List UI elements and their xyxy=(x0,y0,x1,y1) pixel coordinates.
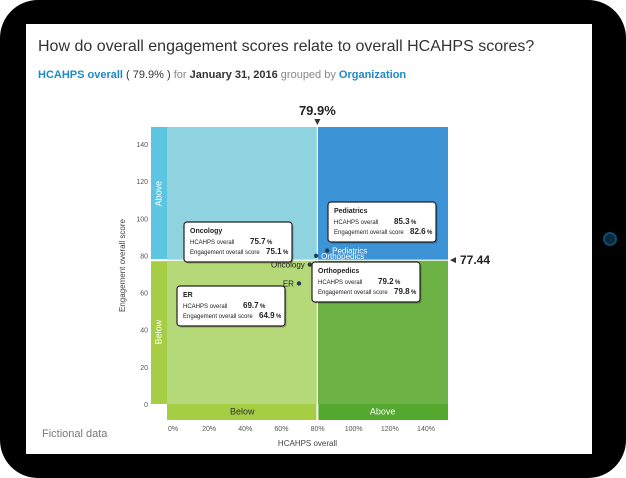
point-label-oncology: Oncology xyxy=(271,261,305,270)
screen: How do overall engagement scores relate … xyxy=(26,24,592,454)
x-tick-label: 60% xyxy=(274,426,288,433)
tooltip-y-value-pediatrics: 82.6 xyxy=(410,227,426,236)
x-tick-label: 100% xyxy=(345,426,363,433)
point-label-pediatrics: Pediatrics xyxy=(332,247,367,256)
tooltip-y-label-er: Engagement overall score xyxy=(183,314,253,320)
y-tick-label: 40 xyxy=(140,328,148,335)
home-button[interactable] xyxy=(603,232,617,246)
tooltip-x-label-er: HCAHPS overall xyxy=(183,304,227,310)
x-threshold-marker xyxy=(314,119,321,125)
band-below-left xyxy=(151,261,167,404)
tooltip-y-value-orthopedics: 79.8 xyxy=(394,287,410,296)
fictional-data-note: Fictional data xyxy=(42,428,108,440)
tooltip-x-unit-orthopedics: % xyxy=(395,280,401,286)
tooltip-x-label-oncology: HCAHPS overall xyxy=(190,240,234,246)
tooltip-y-value-er: 64.9 xyxy=(259,311,275,320)
tooltip-x-value-orthopedics: 79.2 xyxy=(378,277,394,286)
tooltip-y-unit-oncology: % xyxy=(283,250,289,256)
y-tick-label: 20 xyxy=(140,365,148,372)
group-link[interactable]: Organization xyxy=(338,69,407,81)
metric-link[interactable]: HCAHPS overall xyxy=(38,69,123,81)
grouped-by-text: grouped by xyxy=(280,69,336,81)
tooltip-title-oncology: Oncology xyxy=(190,228,222,235)
point-label-orthopedics: Orthopedics xyxy=(321,252,364,261)
point-er xyxy=(296,281,302,286)
y-axis-label: Engagement overall score xyxy=(118,218,127,311)
tooltip-oncology xyxy=(183,221,293,263)
x-tick-label: 0% xyxy=(168,426,178,433)
tooltip-orthopedics xyxy=(311,261,421,303)
band-above-bottom xyxy=(318,404,448,420)
tooltip-y-label-orthopedics: Engagement overall score xyxy=(318,290,388,296)
y-tick-label: 120 xyxy=(136,179,148,186)
band-label-below-bottom: Below xyxy=(230,407,255,417)
y-threshold-label: 77.44 xyxy=(460,253,490,267)
band-label-below-left: Below xyxy=(153,319,163,344)
tooltip-y-label-pediatrics: Engagement overall score xyxy=(334,230,404,236)
x-tick-label: 140% xyxy=(417,426,435,433)
tooltip-y-unit-pediatrics: % xyxy=(427,230,433,236)
tooltip-title-er: ER xyxy=(183,292,193,299)
tooltip-x-label-orthopedics: HCAHPS overall xyxy=(318,280,362,286)
y-tick-label: 60 xyxy=(140,291,148,298)
tooltip-x-label-pediatrics: HCAHPS overall xyxy=(334,220,378,226)
subtitle: HCAHPS overall ( 79.9% ) for January 31,… xyxy=(38,69,406,81)
tooltip-y-value-oncology: 75.1 xyxy=(266,247,282,256)
tooltip-x-value-oncology: 75.7 xyxy=(250,237,266,246)
date-value: January 31, 2016 xyxy=(189,69,278,81)
tooltip-y-unit-er: % xyxy=(276,314,282,320)
tooltip-er xyxy=(176,285,286,327)
x-tick-label: 80% xyxy=(311,426,325,433)
tooltip-y-unit-orthopedics: % xyxy=(411,290,417,296)
tooltip-title-orthopedics: Orthopedics xyxy=(318,268,359,275)
tooltip-x-value-er: 69.7 xyxy=(243,301,259,310)
tooltip-x-unit-pediatrics: % xyxy=(411,220,417,226)
band-above-left xyxy=(151,127,167,260)
quadrant-bottom-left xyxy=(167,260,318,404)
y-tick-label: 100 xyxy=(136,216,148,223)
x-tick-label: 120% xyxy=(381,426,399,433)
band-below-bottom xyxy=(167,404,317,420)
tooltip-x-value-pediatrics: 85.3 xyxy=(394,217,410,226)
tooltip-pediatrics xyxy=(327,201,437,243)
tooltip-x-unit-er: % xyxy=(260,304,266,310)
band-label-above-left: Above xyxy=(153,181,163,207)
x-tick-label: 20% xyxy=(202,426,216,433)
tooltip-x-unit-oncology: % xyxy=(267,240,273,246)
quadrant-chart: Above Below Below Above 0 20 40 60 80 100 120 140 0%… xyxy=(118,103,490,448)
page-title: How do overall engagement scores relate … xyxy=(38,38,535,55)
x-threshold-label: 79.9% xyxy=(299,103,336,118)
point-pediatrics xyxy=(324,248,330,253)
point-oncology xyxy=(307,262,313,267)
y-threshold-marker xyxy=(450,257,456,264)
tooltip-title-pediatrics: Pediatrics xyxy=(334,208,368,215)
y-tick-label: 0 xyxy=(144,402,148,409)
point-orthopedics xyxy=(313,253,319,258)
band-label-above-bottom: Above xyxy=(370,407,396,417)
for-text: for xyxy=(173,69,187,81)
y-tick-label: 80 xyxy=(140,253,148,260)
x-tick-label: 40% xyxy=(238,426,252,433)
x-axis-label: HCAHPS overall xyxy=(278,439,337,448)
metric-value: ( 79.9% ) xyxy=(126,69,171,81)
tooltip-y-label-oncology: Engagement overall score xyxy=(190,250,260,256)
y-tick-label: 140 xyxy=(136,142,148,149)
point-label-er: ER xyxy=(283,279,294,288)
